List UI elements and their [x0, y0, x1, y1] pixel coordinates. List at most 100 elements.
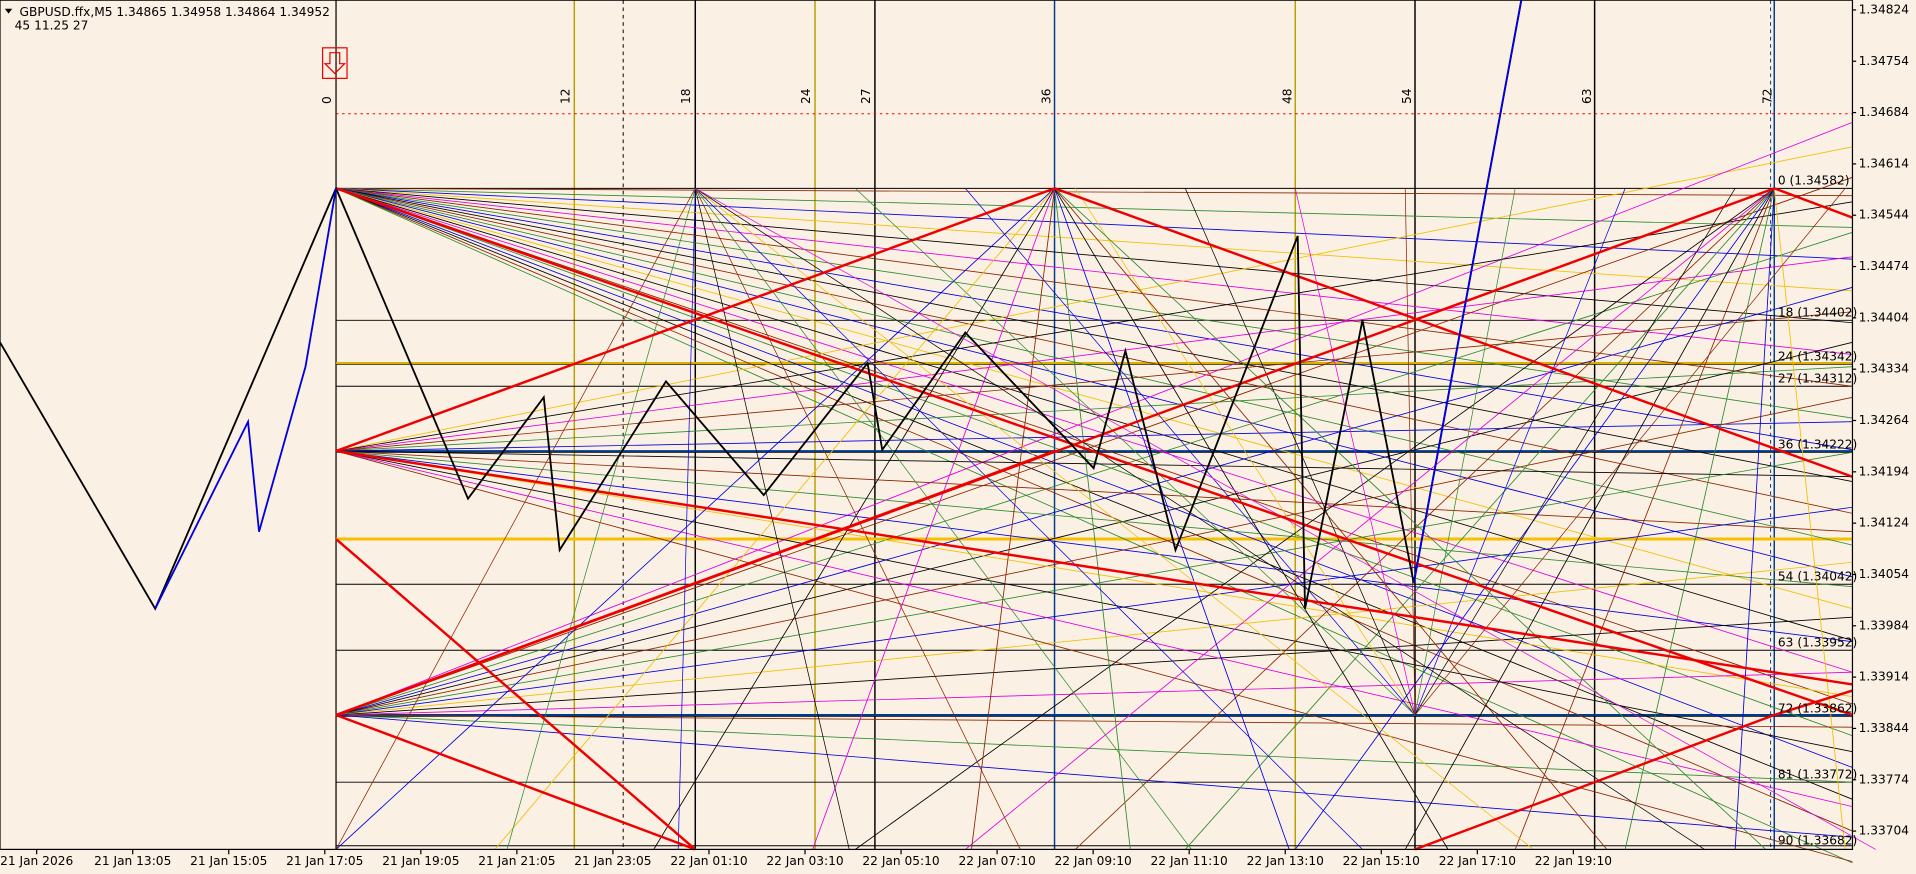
fan-line: [336, 187, 1853, 292]
gann-count: 0: [320, 96, 334, 104]
fan-line: [336, 187, 1853, 260]
price-label: 1.34124: [1859, 516, 1910, 530]
fan-line: [336, 714, 1853, 728]
gann-level-label: 72 (1.33862): [1778, 701, 1857, 715]
fan-line: [335, 231, 1853, 716]
symbol-line: GBPUSD.ffx,M5 1.34865 1.34958 1.34864 1.…: [20, 5, 330, 19]
fan-line: [335, 121, 1853, 716]
fan-line: [335, 450, 1853, 808]
fan-line: [812, 188, 1055, 850]
time-label: 22 Jan 01:10: [670, 854, 747, 868]
time-label: 22 Jan 07:10: [958, 854, 1035, 868]
fan-line: [336, 187, 1853, 197]
gann-count: 72: [1761, 88, 1775, 104]
price-label: 1.34334: [1859, 362, 1910, 376]
fan-line: [677, 188, 696, 850]
fan-line: [971, 188, 1055, 850]
fan-line: [695, 188, 1705, 850]
fan-line: [1414, 188, 1736, 716]
red-gann-line: [335, 449, 1853, 686]
price-label: 1.33844: [1859, 721, 1910, 735]
fan-line: [1404, 188, 1775, 850]
fan-line: [1054, 188, 1449, 850]
indicator-line: 45 11.25 27: [15, 18, 89, 32]
gann-level-label: 54 (1.34042): [1778, 569, 1857, 583]
fan-line: [335, 187, 1853, 546]
time-label: 21 Jan 23:05: [574, 854, 651, 868]
gann-level-label: 24 (1.34342): [1778, 349, 1857, 363]
fan-line: [1074, 188, 1416, 716]
fan-line: [335, 561, 1853, 716]
fan-line: [335, 188, 1055, 850]
price-label: 1.34684: [1859, 105, 1910, 119]
gann-count: 54: [1400, 88, 1414, 104]
fan-line: [335, 187, 1853, 514]
fan-line: [335, 187, 1853, 419]
red-gann-line: [335, 538, 697, 851]
fan-line: [694, 188, 1021, 850]
price-label: 1.34474: [1859, 259, 1910, 273]
fan-line: [1773, 188, 1846, 850]
red-gann-line: [335, 187, 1055, 453]
fan-line: [855, 187, 1775, 850]
time-label: 22 Jan 15:10: [1343, 854, 1420, 868]
price-label: 1.33704: [1859, 824, 1910, 838]
time-label: 22 Jan 09:10: [1055, 854, 1132, 868]
price-label: 1.33774: [1859, 772, 1910, 786]
time-label: 21 Jan 19:05: [382, 854, 459, 868]
fan-line: [335, 187, 1853, 800]
fan-line: [1734, 188, 1775, 850]
time-label: 22 Jan 13:10: [1247, 854, 1324, 868]
fan-line: [335, 396, 1853, 716]
fan-line: [335, 450, 1853, 588]
red-gann-line: [1054, 187, 1853, 478]
fan-line: [336, 714, 1853, 783]
plot-frame: [0, 0, 1854, 851]
gann-level-label: 0 (1.34582): [1778, 174, 1850, 188]
price-label: 1.34824: [1859, 2, 1910, 16]
fan-line: [335, 187, 1853, 864]
gann-count: 36: [1040, 88, 1054, 104]
fan-line: [335, 714, 1853, 838]
fan-line: [335, 341, 1853, 716]
fan-line: [694, 188, 1192, 850]
red-gann-line: [1414, 713, 1775, 851]
gann-count: 27: [859, 88, 873, 104]
fan-line: [965, 188, 1416, 716]
fan-line: [335, 450, 1853, 753]
fan-line: [1184, 188, 1416, 716]
fan-line: [1054, 188, 1290, 850]
fan-line: [653, 188, 1055, 850]
fan-line: [695, 188, 1363, 850]
gann-level-label: 63 (1.33952): [1778, 635, 1857, 649]
time-label: 22 Jan 17:10: [1439, 854, 1516, 868]
fan-line: [1294, 188, 1416, 716]
fan-line: [335, 286, 1853, 716]
price-label: 1.33984: [1859, 618, 1910, 632]
gann-level-label: 27 (1.34312): [1778, 371, 1857, 385]
gann-level-label: 81 (1.33772): [1778, 767, 1857, 781]
fan-line: [506, 188, 696, 850]
gann-level-label: 36 (1.34222): [1778, 437, 1857, 451]
time-label: 22 Jan 19:10: [1535, 854, 1612, 868]
gann-count: 48: [1280, 88, 1294, 104]
fan-line: [335, 450, 1853, 643]
menu-triangle[interactable]: [4, 8, 13, 14]
fan-line: [695, 188, 1534, 850]
price-label: 1.34264: [1859, 413, 1910, 427]
fan-line: [335, 256, 1853, 452]
fan-line: [335, 187, 1853, 768]
gann-level-label: 90 (1.33682): [1778, 833, 1857, 847]
sell-arrow[interactable]: [321, 47, 348, 79]
red-gann-line: [1773, 187, 1853, 219]
fan-line: [1414, 188, 1626, 716]
fan-line: [335, 146, 1853, 452]
red-gann-line: [335, 449, 1055, 717]
time-label: 21 Jan 17:05: [286, 854, 363, 868]
fan-line: [336, 366, 1853, 452]
fan-line: [335, 450, 1853, 863]
price-label: 1.34754: [1859, 54, 1910, 68]
fan-line: [335, 201, 1853, 452]
